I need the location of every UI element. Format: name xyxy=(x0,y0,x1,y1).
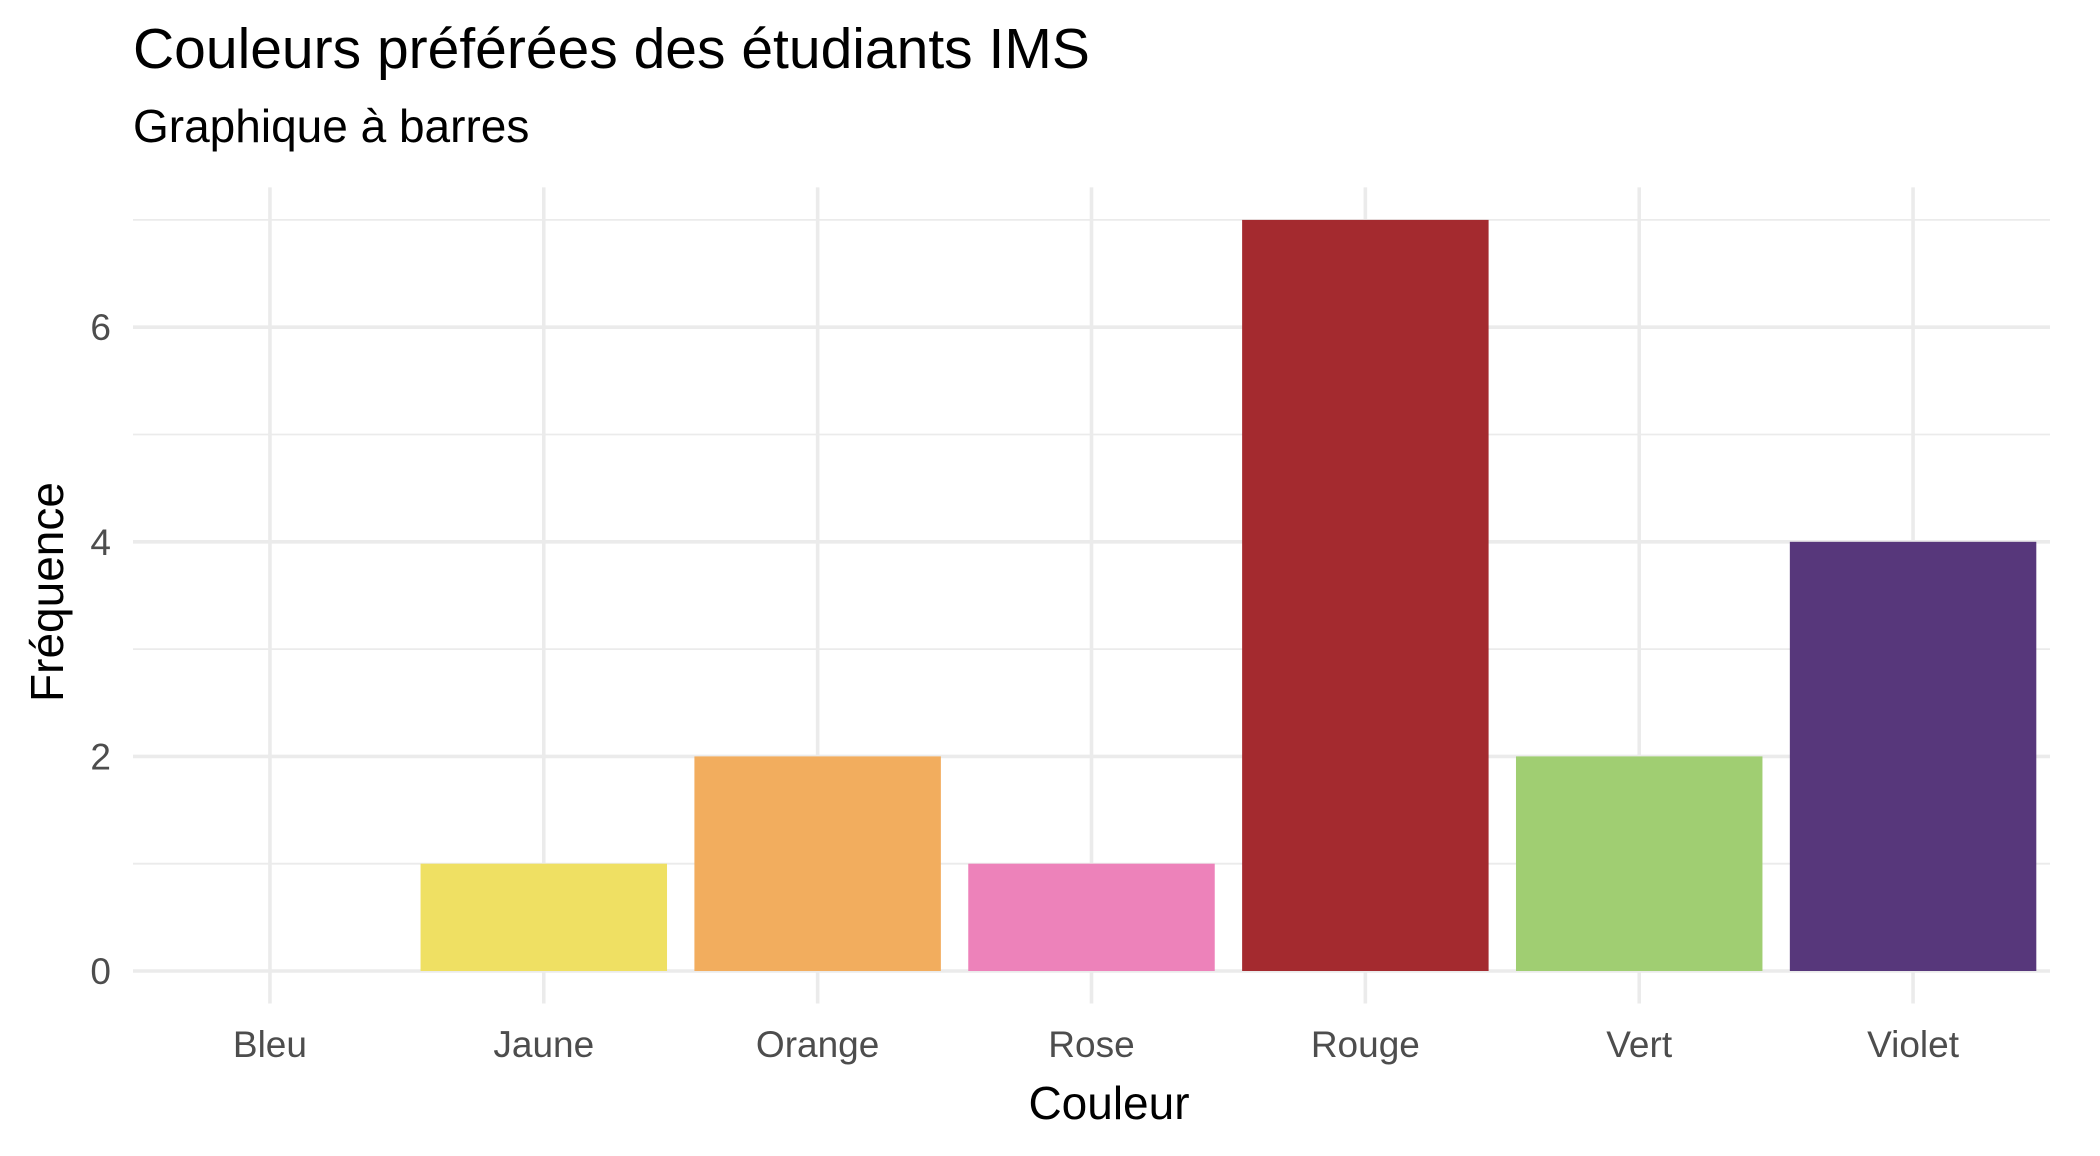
x-tick-label-bleu: Bleu xyxy=(233,1024,307,1065)
bar-orange xyxy=(694,756,941,971)
x-axis-title: Couleur xyxy=(1028,1077,1189,1129)
x-tick-label-orange: Orange xyxy=(756,1024,879,1065)
y-axis-title: Fréquence xyxy=(21,482,73,702)
bar-violet xyxy=(1789,541,2037,971)
x-tick-label-violet: Violet xyxy=(1867,1024,1960,1065)
x-tick-label-jaune: Jaune xyxy=(493,1024,594,1065)
bar-vert xyxy=(1515,756,1763,971)
x-tick-label-rose: Rose xyxy=(1048,1024,1134,1065)
bar-rouge xyxy=(1242,219,1489,971)
x-tick-labels: Bleu Jaune Orange Rose Rouge Vert Violet xyxy=(233,1024,1960,1065)
y-tick-label: 0 xyxy=(90,951,111,992)
x-tick-label-vert: Vert xyxy=(1606,1024,1673,1065)
x-tick-label-rouge: Rouge xyxy=(1311,1024,1420,1065)
chart-title: Couleurs préférées des étudiants IMS xyxy=(133,17,1090,81)
bars-layer xyxy=(420,219,2037,971)
chart-subtitle: Graphique à barres xyxy=(133,100,529,152)
y-tick-label: 6 xyxy=(90,307,111,348)
y-tick-label: 2 xyxy=(90,736,111,777)
bar-rose xyxy=(968,863,1215,971)
bar-jaune xyxy=(420,863,668,971)
y-tick-label: 4 xyxy=(90,522,111,563)
y-tick-labels: 0 2 4 6 xyxy=(90,307,111,992)
